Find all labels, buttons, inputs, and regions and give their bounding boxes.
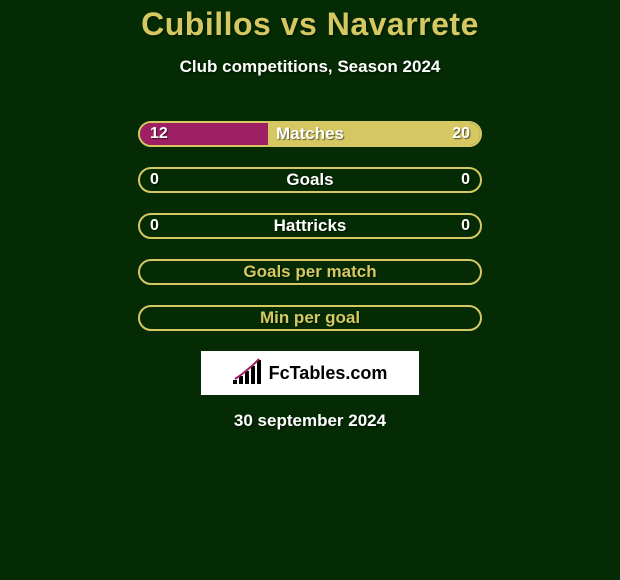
stat-bar	[138, 121, 482, 147]
page-title: Cubillos vs Navarrete	[0, 0, 620, 43]
stat-left-value: 0	[138, 213, 171, 239]
stat-row: 0 0 Hattricks	[0, 213, 620, 239]
player-left-avatar	[12, 118, 110, 148]
stat-bar	[138, 167, 482, 193]
stat-row: 0 0 Goals	[0, 167, 620, 193]
stat-left-value: 12	[138, 121, 180, 147]
logo-chart-icon	[233, 358, 263, 389]
stat-rows: 12 20 Matches 0 0 Goals 0 0 Hattric	[0, 121, 620, 331]
stat-bar	[138, 259, 482, 285]
subtitle: Club competitions, Season 2024	[0, 57, 620, 77]
comparison-infographic: Cubillos vs Navarrete Club competitions,…	[0, 0, 620, 580]
stat-bar	[138, 213, 482, 239]
stat-right-value: 0	[449, 213, 482, 239]
stat-row: Goals per match	[0, 259, 620, 285]
stat-right-value: 0	[449, 167, 482, 193]
stat-right-value: 20	[440, 121, 482, 147]
player-right-avatar	[510, 118, 608, 148]
logo-text: FcTables.com	[269, 363, 388, 384]
player-left-avatar	[30, 164, 112, 190]
source-logo: FcTables.com	[201, 351, 419, 395]
stat-left-value: 0	[138, 167, 171, 193]
stat-row: Min per goal	[0, 305, 620, 331]
stat-bar	[138, 305, 482, 331]
player-right-avatar	[520, 164, 602, 190]
date-text: 30 september 2024	[0, 411, 620, 431]
stat-row: 12 20 Matches	[0, 121, 620, 147]
